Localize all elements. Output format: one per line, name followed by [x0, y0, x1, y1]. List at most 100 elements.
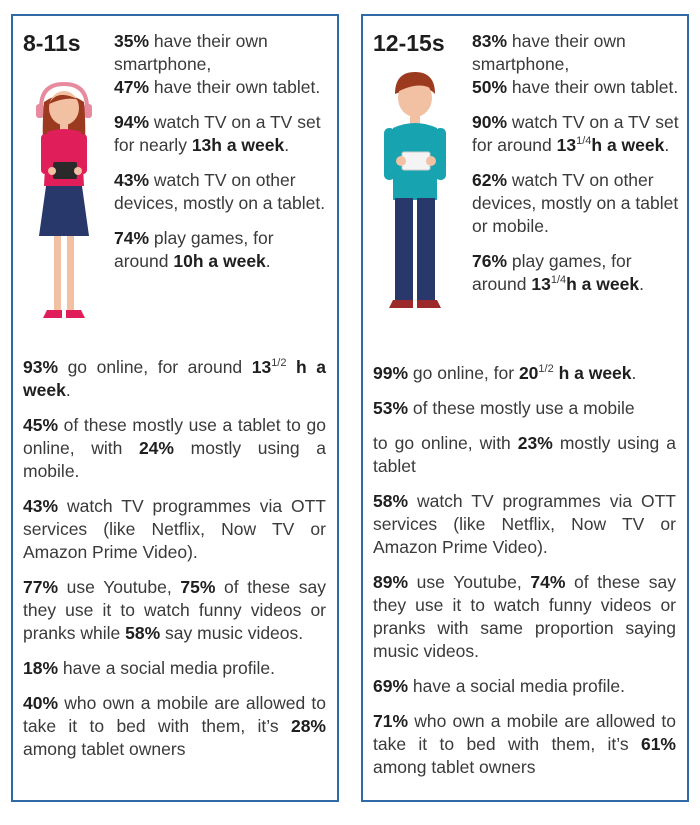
stat-text: watch TV on other devices, mostly on a t… — [114, 170, 326, 213]
stat-online: 99% go online, for 201/2 h a week. — [373, 362, 676, 385]
stat-text: have their own tablet. — [507, 77, 679, 97]
stat-text: go online, for — [408, 363, 519, 383]
stat-value: 40% — [23, 693, 59, 713]
stat-text: . — [664, 135, 670, 155]
stat-value: 74% — [114, 228, 150, 248]
stat-value: 58% — [125, 623, 161, 643]
stat-text: . — [639, 274, 644, 294]
fraction: 1/2 — [271, 357, 287, 370]
stat-text: have a social media profile. — [408, 676, 625, 696]
stat-value: 13 — [556, 135, 577, 155]
stat-text: play games, for around — [114, 228, 274, 271]
stat-text: among tablet owners — [23, 739, 186, 759]
fraction: 1/2 — [538, 363, 554, 376]
stat-online: 93% go online, for around 131/2 h a week… — [23, 356, 326, 402]
stat-value: 53% — [373, 398, 409, 418]
stat-mobile-online: 53% of these mostly use a mobile — [373, 397, 676, 420]
panel-12-15: 12-15s 83% have their own smartphone, 50… — [361, 14, 689, 802]
stat-text: use Youtube, — [58, 577, 181, 597]
stat-ott: 43% watch TV programmes via OTT services… — [23, 495, 326, 564]
stat-text: mostly using a tablet — [373, 433, 676, 476]
fraction: 1/4 — [576, 135, 592, 148]
stat-value: 61% — [640, 734, 676, 754]
stat-value: 93% — [23, 357, 59, 377]
stat-text: have their own smartphone, — [114, 31, 268, 74]
stat-text: of these mostly use a tablet to go onlin… — [23, 415, 326, 458]
stat-text: go online, for around — [58, 357, 252, 377]
stat-text: watch TV on a TV set for around — [472, 112, 679, 155]
stat-value: 43% — [23, 496, 59, 516]
stat-value: 76% — [472, 251, 508, 271]
stat-text: have their own smartphone, — [472, 31, 626, 74]
stat-social: 18% have a social media profile. — [23, 657, 326, 680]
stat-text: . — [631, 363, 637, 383]
stat-games: 76% play games, for around 131/4h a week… — [472, 250, 680, 296]
stat-other-devices: 43% watch TV on other devices, mostly on… — [114, 169, 329, 215]
stat-value: 90% — [472, 112, 508, 132]
stat-text: watch TV on a TV set for nearly — [114, 112, 321, 155]
stat-text: have a social media profile. — [58, 658, 275, 678]
age-label: 8-11s — [23, 30, 81, 56]
stat-text: mostly using a mobile. — [23, 438, 326, 481]
stat-tablet-online: 45% of these mostly use a tablet to go o… — [23, 414, 326, 483]
stat-other-devices: 62% watch TV on other devices, mostly on… — [472, 169, 680, 238]
stat-value: 35% — [114, 31, 150, 51]
stat-value: 45% — [23, 415, 59, 435]
stat-value: 20 — [518, 363, 539, 383]
stat-value: 13h a week — [191, 135, 285, 155]
stat-text: who own a mobile are allowed to take it … — [373, 711, 676, 754]
fraction: 1/4 — [550, 274, 567, 287]
girl-holding-tablet-icon — [36, 81, 92, 318]
stat-value: h a week — [553, 363, 632, 383]
stat-text: . — [284, 135, 290, 155]
stat-value: 99% — [373, 363, 409, 383]
stat-value: 23% — [517, 433, 553, 453]
stat-value: 24% — [138, 438, 174, 458]
stat-text: have their own tablet. — [149, 77, 321, 97]
age-label: 12-15s — [373, 30, 445, 56]
bottom-stats-8-11: 93% go online, for around 131/2 h a week… — [23, 356, 326, 773]
stat-mobile-online-cont: to go online, with 23% mostly using a ta… — [373, 432, 676, 478]
stat-ott: 58% watch TV programmes via OTT services… — [373, 490, 676, 559]
stat-value: 28% — [290, 716, 326, 736]
stat-value: 62% — [472, 170, 508, 190]
stat-text: to go online, with — [373, 433, 518, 453]
stat-text: play games, for around — [472, 251, 632, 294]
top-stats-12-15: 83% have their own smartphone, 50% have … — [472, 30, 680, 308]
bottom-stats-12-15: 99% go online, for 201/2 h a week. 53% o… — [373, 362, 676, 791]
stat-value: 18% — [23, 658, 59, 678]
stat-value: 47% — [114, 77, 150, 97]
stat-value: 71% — [373, 711, 409, 731]
stat-value: 69% — [373, 676, 409, 696]
stat-value: 83% — [472, 31, 508, 51]
stat-value: 89% — [373, 572, 409, 592]
stat-smartphone: 83% have their own smartphone, 50% have … — [472, 30, 680, 99]
stat-tv-set: 94% watch TV on a TV set for nearly 13h … — [114, 111, 329, 157]
stat-text: of these say they use it to watch funny … — [373, 572, 676, 661]
stat-text: of these say they use it to watch funny … — [23, 577, 326, 643]
panel-8-11: 8-11s 35% have their own smartphone, — [11, 14, 339, 802]
stat-value: h a week — [566, 274, 640, 294]
stat-value: 77% — [23, 577, 59, 597]
stat-text: use Youtube, — [408, 572, 531, 592]
stat-value: h a week — [23, 357, 326, 400]
stat-text: of these mostly use a mobile — [408, 398, 635, 418]
stat-text: among tablet owners — [373, 757, 536, 777]
stat-bed: 40% who own a mobile are allowed to take… — [23, 692, 326, 761]
stat-text: watch TV on other devices, mostly on a t… — [472, 170, 679, 236]
stat-value: 58% — [373, 491, 409, 511]
stat-text: who own a mobile are allowed to take it … — [23, 693, 326, 736]
stat-text: watch TV programmes via OTT services (li… — [23, 496, 326, 562]
stat-social: 69% have a social media profile. — [373, 675, 676, 698]
stat-youtube: 77% use Youtube, 75% of these say they u… — [23, 576, 326, 645]
top-stats-8-11: 35% have their own smartphone, 47% have … — [114, 30, 329, 285]
stat-games: 74% play games, for around 10h a week. — [114, 227, 329, 273]
stat-text: . — [265, 251, 271, 271]
stat-value: 13 — [251, 357, 272, 377]
stat-value: 50% — [472, 77, 508, 97]
stat-text: . — [65, 380, 71, 400]
stat-youtube: 89% use Youtube, 74% of these say they u… — [373, 571, 676, 663]
stat-value: 10h a week — [173, 251, 266, 271]
stat-value: h a week — [591, 135, 665, 155]
stat-value: 13 — [531, 274, 551, 294]
